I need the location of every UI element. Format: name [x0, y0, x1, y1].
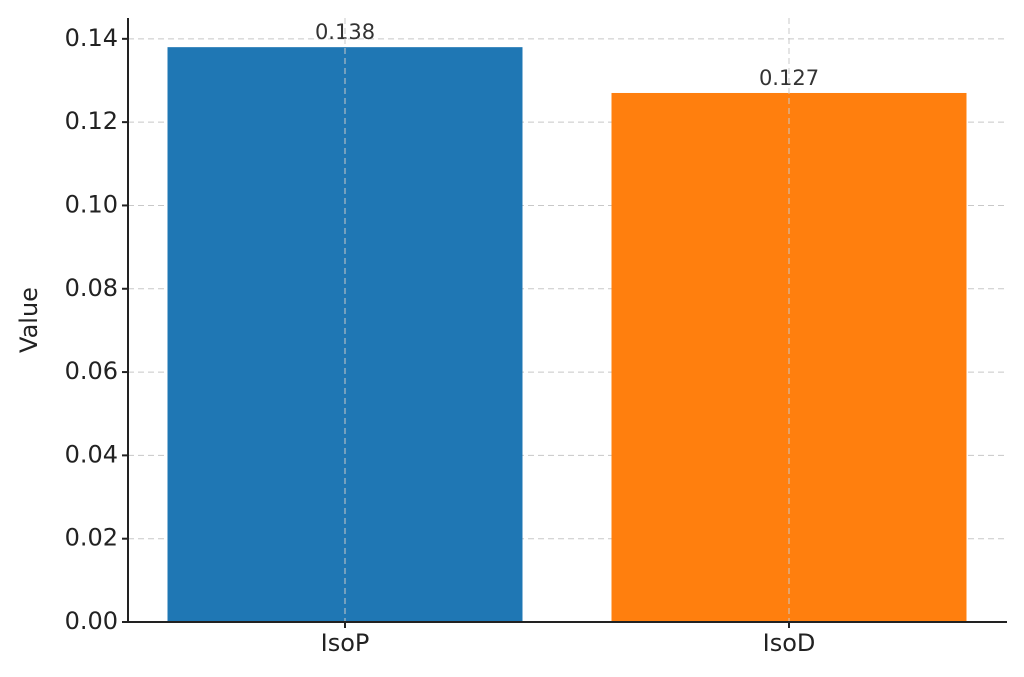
y-tick-label: 0.00 [65, 607, 118, 635]
y-tick-label: 0.08 [65, 274, 118, 302]
y-tick-label: 0.04 [65, 440, 118, 468]
y-tick-label: 0.10 [65, 190, 118, 218]
x-tick-label: IsoP [321, 629, 370, 657]
y-tick-label: 0.02 [65, 524, 118, 552]
y-axis-label: Value [15, 287, 43, 353]
y-tick-label: 0.14 [65, 24, 118, 52]
y-tick-label: 0.06 [65, 357, 118, 385]
y-tick-label: 0.12 [65, 107, 118, 135]
x-tick-label: IsoD [763, 629, 816, 657]
